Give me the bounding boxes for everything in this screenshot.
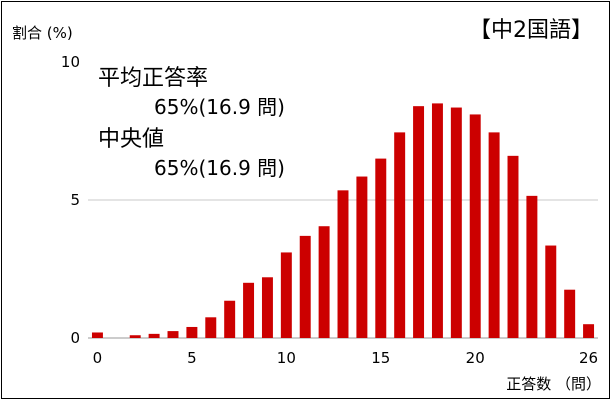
bar: [186, 326, 198, 338]
bar: [318, 226, 330, 338]
bar: [431, 103, 443, 339]
x-tick-label: 15: [371, 349, 390, 367]
bar: [375, 158, 387, 338]
y-tick-label: 5: [70, 191, 80, 209]
median-label: 中央値: [98, 127, 165, 152]
tick-labels: 0 5 10 0 5 10 15 20 26: [61, 53, 598, 367]
bar: [583, 324, 595, 338]
bar: [337, 190, 349, 338]
bar: [545, 245, 557, 338]
bar: [148, 333, 160, 338]
bar: [224, 300, 236, 338]
x-tick-label: 26: [579, 349, 598, 367]
y-tick-label: 10: [61, 53, 80, 71]
x-tick-label: 0: [93, 349, 103, 367]
bar: [280, 252, 292, 338]
x-tick-label: 20: [466, 349, 485, 367]
x-axis-label: 正答数 （問）: [506, 375, 601, 393]
bar: [261, 277, 273, 338]
bar: [299, 235, 311, 338]
bar: [564, 289, 576, 338]
y-axis-label: 割合 (%): [12, 24, 73, 42]
bars: [91, 103, 595, 339]
y-tick-label: 0: [70, 329, 80, 347]
bar: [413, 106, 425, 338]
bar: [205, 317, 217, 338]
median-value: 65%(16.9 問): [154, 156, 285, 180]
bar: [450, 107, 462, 338]
x-tick-label: 10: [277, 349, 296, 367]
bar: [129, 335, 141, 338]
bar: [243, 282, 255, 338]
mean-label: 平均正答率: [98, 66, 209, 91]
bar: [91, 332, 103, 338]
bar: [394, 132, 406, 338]
x-tick-label: 5: [187, 349, 197, 367]
bar: [526, 195, 538, 338]
chart-title: 【中2国語】: [469, 18, 593, 43]
mean-value: 65%(16.9 問): [154, 95, 285, 119]
bar: [488, 132, 500, 338]
bar: [507, 155, 519, 338]
bar: [167, 331, 179, 338]
bar: [469, 114, 481, 338]
bar: [356, 176, 368, 338]
